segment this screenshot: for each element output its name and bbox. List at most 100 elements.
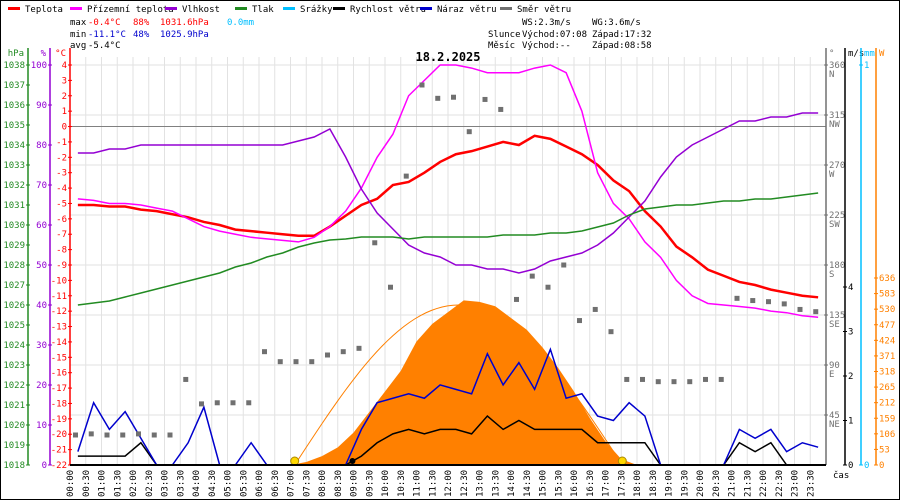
x-tick-label: 20:00 [696, 470, 706, 497]
axis-direction-label: SE [829, 320, 840, 330]
axis-tick-label: -8 [56, 246, 67, 256]
wind-direction-point [718, 376, 724, 382]
legend: Teplota Přízemní teplota Vlhkost Tlak Srážky… [8, 5, 571, 15]
info-moonset: Západ:08:58 [592, 41, 652, 51]
x-tick-label: 15:30 [554, 470, 564, 497]
x-tick-label: 12:00 [444, 470, 454, 497]
axis-tick-label: 1021 [3, 401, 25, 411]
axis-direction-label: NW [829, 120, 840, 130]
x-tick-label: 13:30 [491, 470, 501, 497]
wind-direction-point [325, 352, 330, 358]
legend-label-4: Srážky [300, 5, 333, 15]
stats-avg-label: avg [70, 41, 86, 51]
axis-unit-pressure: hPa [8, 49, 24, 59]
x-tick-label: 03:00 [161, 470, 171, 497]
series-line-přízemní-teplota [77, 64, 819, 319]
axis-tick-label: 106 [879, 430, 895, 440]
x-tick-label: 08:00 [318, 470, 328, 497]
legend-label-5: Rychlost větru [350, 5, 426, 15]
legend-label-0: Teplota [25, 5, 63, 15]
x-tick-label: 06:00 [255, 470, 265, 497]
x-tick-label: 03:30 [176, 470, 186, 497]
legend-swatch [500, 7, 512, 10]
axis-tick-label: 30 [36, 341, 47, 351]
axis-tick-label: -14 [51, 338, 67, 348]
axis-tick-label: 1033 [3, 161, 25, 171]
axis-tick-label: 90 [829, 361, 840, 371]
x-tick-label: 10:30 [397, 470, 407, 497]
axis-tick-label: 1025 [3, 321, 25, 331]
wind-direction-point [356, 345, 362, 351]
axis-tick-label: 1035 [3, 121, 25, 131]
x-tick-label: 11:30 [428, 470, 438, 497]
axis-tick-label: 159 [879, 414, 895, 424]
axis-tick-label: 10 [36, 421, 47, 431]
legend-label-2: Vlhkost [182, 5, 220, 15]
x-tick-label: 22:30 [775, 470, 785, 497]
x-tick-label: 04:30 [208, 470, 218, 497]
wind-direction-point [750, 298, 756, 304]
axis-tick-label: -19 [51, 415, 67, 425]
wind-direction-point [781, 301, 787, 307]
x-tick-label: 13:00 [476, 470, 486, 497]
wind-direction-point [640, 376, 645, 382]
theoretical-solar-curve [294, 304, 623, 466]
axis-tick-label: 371 [879, 352, 895, 362]
axis-tick-label: -20 [51, 430, 67, 440]
chart-title: 18.2.2025 [415, 50, 480, 64]
axis-tick-label: 1023 [3, 361, 25, 371]
x-tick-label: 19:00 [665, 470, 675, 497]
wind-direction-point [703, 376, 708, 382]
x-tick-label: 16:00 [570, 470, 580, 497]
axis-tick-label: -10 [51, 276, 67, 286]
axis-tick-label: 0 [42, 461, 47, 471]
axis-tick-label: 530 [879, 305, 895, 315]
wind-direction-point [403, 173, 409, 179]
wind-direction-point [183, 376, 189, 382]
stats-max-temp: -0.4°C [88, 18, 121, 28]
x-tick-label: 07:30 [302, 470, 312, 497]
x-tick-label: 20:30 [712, 470, 722, 497]
wind-direction-point [340, 349, 346, 355]
axis-tick-label: 318 [879, 368, 895, 378]
x-tick-label: 06:30 [271, 470, 281, 497]
axis-tick-label: 1037 [3, 81, 25, 91]
axis-tick-label: 4 [848, 283, 853, 293]
info-sunset: Západ:17:32 [592, 30, 652, 40]
axis-unit-humidity: % [41, 49, 47, 59]
legend-swatch [8, 7, 20, 10]
x-tick-label: 23:00 [791, 470, 801, 497]
legend-swatch [420, 7, 432, 10]
axis-tick-label: 53 [879, 445, 890, 455]
axis-tick-label: 315 [829, 111, 845, 121]
wind-direction-point [514, 296, 519, 302]
x-tick-label: 22:00 [759, 470, 769, 497]
axis-tick-label: 1029 [3, 241, 25, 251]
wind-direction-point [592, 306, 598, 312]
x-tick-label: 01:00 [98, 470, 108, 497]
x-tick-label: 10:00 [381, 470, 391, 497]
axis-tick-label: -9 [56, 261, 67, 271]
axis-tick-label: -16 [51, 369, 67, 379]
x-tick-label: 14:00 [507, 470, 517, 497]
plot-area: hPa1018101910201021102210231024102510261… [3, 48, 895, 497]
axis-tick-label: -6 [56, 215, 67, 225]
axis-tick-label: 40 [36, 301, 47, 311]
legend-swatch [283, 7, 295, 10]
axis-tick-label: 1024 [3, 341, 25, 351]
axis-tick-label: -1 [56, 138, 67, 148]
wind-direction-point [561, 262, 567, 268]
info-moon-label: Měsíc [488, 41, 515, 51]
stats-block: max -0.4°C 88% 1031.6hPa 0.0mm min -11.1… [70, 18, 254, 51]
x-tick-label: 21:30 [743, 470, 753, 497]
wind-direction-point [608, 329, 614, 335]
wind-direction-point [136, 431, 141, 437]
axis-unit-rain: mm [864, 49, 875, 59]
axis-tick-label: -12 [51, 307, 67, 317]
axis-direction-label: S [829, 270, 834, 280]
stats-avg-temp: -5.4°C [88, 41, 121, 51]
axis-tick-label: 70 [36, 181, 47, 191]
wind-direction-point [199, 401, 204, 407]
axis-direction-label: NE [829, 420, 840, 430]
axis-tick-label: 265 [879, 383, 895, 393]
